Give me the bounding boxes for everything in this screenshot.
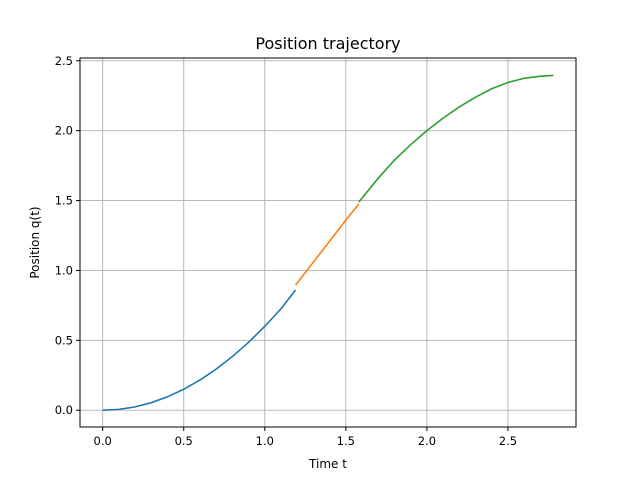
y-tick-label: 2.0 [55, 124, 73, 138]
x-tick-label: 1.5 [337, 434, 355, 448]
series-line-3 [358, 74, 554, 203]
y-tick-label: 0.5 [55, 333, 73, 347]
x-tick-label: 2.0 [418, 434, 436, 448]
series-line-2 [294, 203, 360, 286]
x-tick-label: 0.0 [94, 434, 112, 448]
series-line-1 [102, 289, 297, 412]
y-tick-label: 1.5 [55, 194, 73, 208]
chart-title: Position trajectory [255, 34, 400, 53]
y-axis: 0.0 0.5 1.0 1.5 2.0 2.5 [55, 54, 80, 417]
x-tick-label: 0.5 [175, 434, 193, 448]
y-tick-label: 1.0 [55, 263, 73, 277]
x-axis: 0.0 0.5 1.0 1.5 2.0 2.5 [94, 427, 517, 448]
grid [80, 58, 576, 427]
y-tick-label: 0.0 [55, 403, 73, 417]
axes-frame [79, 57, 577, 428]
y-axis-label: Position q(t) [28, 206, 42, 278]
x-tick-label: 1.0 [256, 434, 274, 448]
series-layer [102, 74, 554, 412]
x-tick-label: 2.5 [499, 434, 517, 448]
y-tick-label: 2.5 [55, 54, 73, 68]
x-axis-label: Time t [308, 457, 347, 471]
